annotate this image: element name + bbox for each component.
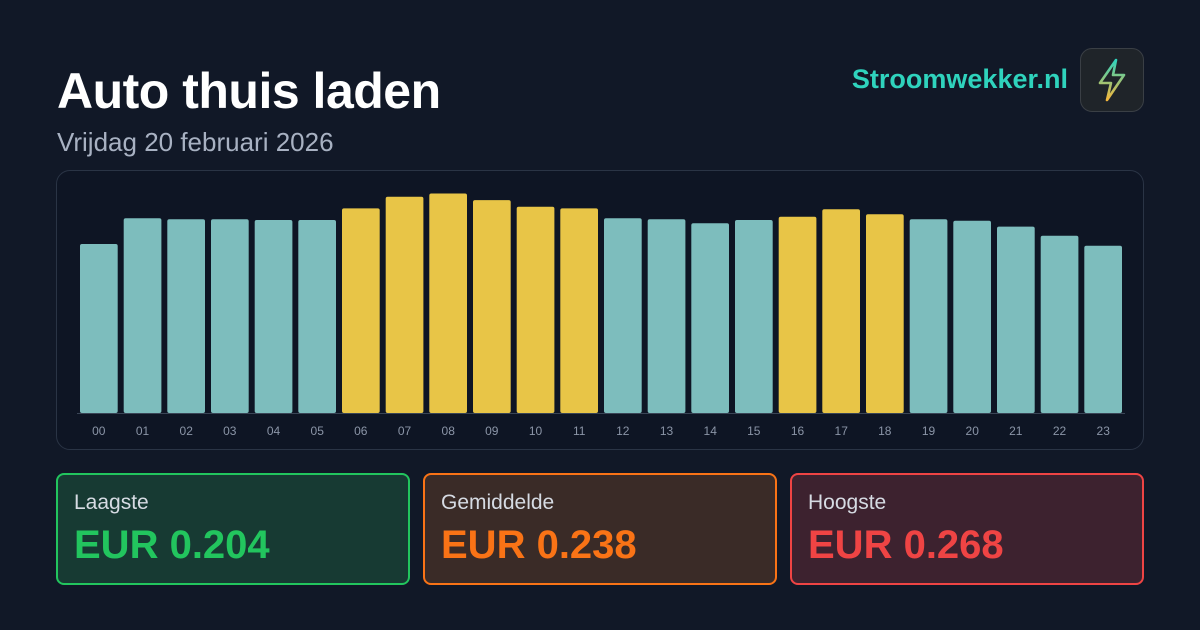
price-bar-23: [1084, 245, 1122, 413]
brand-logo[interactable]: [1080, 48, 1144, 112]
price-bar-07: [385, 196, 424, 413]
average-price-card: Gemiddelde EUR 0.238: [423, 473, 777, 585]
x-tick-label-22: 22: [1053, 424, 1067, 438]
price-bar-chart: 00 01 02 03 04 05 06 07 08 09 10 11 12 13 14 15 16 17 18 19…: [77, 193, 1125, 438]
lowest-price-value: EUR 0.204: [74, 523, 270, 567]
page-title: Auto thuis laden: [57, 63, 441, 119]
x-tick-label-14: 14: [704, 424, 718, 438]
price-bar-22: [1040, 235, 1079, 413]
price-bar-17: [822, 209, 860, 413]
price-bar-16: [778, 216, 817, 413]
price-bar-02: [167, 219, 205, 413]
x-tick-label-11: 11: [573, 424, 586, 438]
x-tick-label-05: 05: [311, 424, 325, 438]
x-tick-label-20: 20: [966, 424, 980, 438]
date-subtitle: Vrijdag 20 februari 2026: [57, 127, 334, 157]
highest-price-label: Hoogste: [808, 491, 887, 514]
price-bar-13: [647, 219, 686, 413]
average-price-value: EUR 0.238: [441, 523, 637, 567]
price-bar-05: [298, 220, 336, 413]
x-tick-label-04: 04: [267, 424, 281, 438]
x-tick-label-15: 15: [747, 424, 761, 438]
price-bar-12: [604, 218, 642, 413]
x-tick-label-13: 13: [660, 424, 674, 438]
highest-price-card: Hoogste EUR 0.268: [790, 473, 1144, 585]
x-tick-label-06: 06: [354, 424, 368, 438]
lowest-price-label: Laagste: [74, 491, 149, 514]
brand-name[interactable]: Stroomwekker.nl: [851, 64, 1068, 94]
price-bar-14: [691, 223, 729, 413]
x-tick-label-02: 02: [180, 424, 194, 438]
price-bar-15: [735, 220, 773, 413]
x-tick-label-17: 17: [835, 424, 849, 438]
x-tick-label-07: 07: [398, 424, 412, 438]
lowest-price-card: Laagste EUR 0.204: [56, 473, 410, 585]
price-chart: 00 01 02 03 04 05 06 07 08 09 10 11 12 13 14 15 16 17 18 19…: [56, 170, 1144, 450]
lightning-bolt-icon: [1098, 58, 1126, 102]
average-price-label: Gemiddelde: [441, 491, 555, 514]
x-tick-label-00: 00: [92, 424, 106, 438]
price-bar-10: [516, 206, 555, 413]
price-bar-09: [473, 200, 511, 413]
price-bar-00: [80, 244, 118, 413]
price-bar-19: [909, 219, 948, 413]
x-tick-label-16: 16: [791, 424, 805, 438]
price-bar-21: [997, 226, 1035, 413]
x-tick-label-19: 19: [922, 424, 936, 438]
price-bar-18: [866, 214, 904, 413]
x-tick-label-03: 03: [223, 424, 237, 438]
x-tick-label-18: 18: [878, 424, 892, 438]
x-tick-label-09: 09: [485, 424, 499, 438]
price-bar-11: [560, 208, 598, 413]
price-bar-01: [123, 218, 162, 413]
price-bar-08: [429, 193, 467, 413]
price-bar-04: [254, 220, 293, 413]
x-tick-label-21: 21: [1009, 424, 1023, 438]
x-tick-label-01: 01: [136, 424, 150, 438]
highest-price-value: EUR 0.268: [808, 523, 1004, 567]
x-tick-label-08: 08: [442, 424, 456, 438]
x-tick-label-12: 12: [616, 424, 630, 438]
price-bar-06: [342, 208, 380, 413]
price-bar-20: [953, 220, 991, 413]
price-bar-03: [211, 219, 249, 413]
x-tick-label-23: 23: [1097, 424, 1111, 438]
x-tick-label-10: 10: [529, 424, 543, 438]
